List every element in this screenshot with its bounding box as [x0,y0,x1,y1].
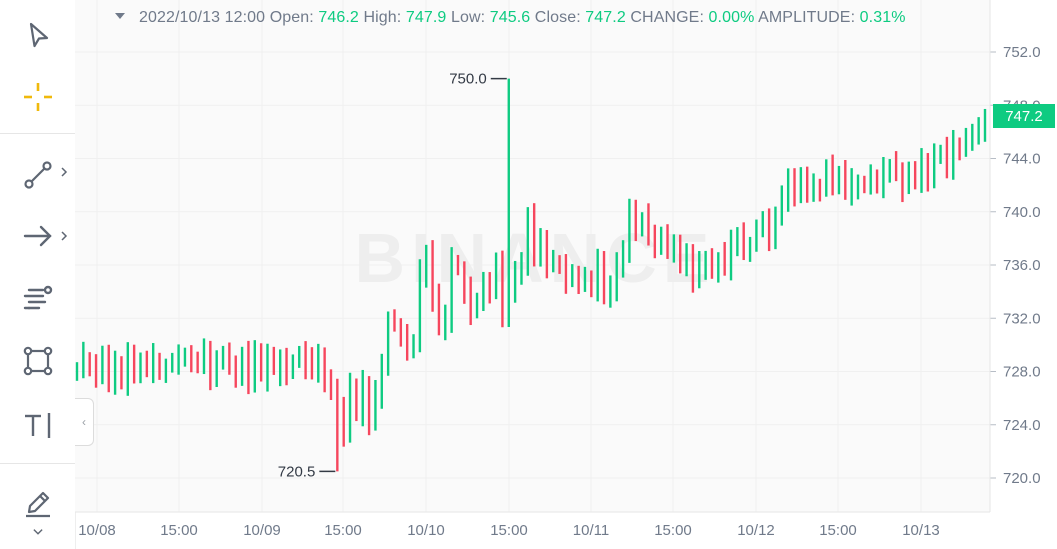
amplitude-value: 0.31% [859,9,906,26]
low-label: Low: [450,9,486,26]
fib-icon [23,285,52,310]
open-label: Open: [269,9,314,26]
crosshair-icon [23,83,52,111]
x-tick-label: 10/13 [902,522,940,539]
high-label: High: [363,9,402,26]
chevron-right-icon[interactable] [58,230,70,242]
x-tick-label: 15:00 [819,522,857,539]
y-tick-label: 724.0 [1003,417,1041,434]
brush-tool[interactable] [0,478,75,528]
fib-tool[interactable] [0,273,75,323]
x-tick-label: 10/11 [573,522,609,539]
collapse-toolbar-button[interactable]: ‹ [75,398,94,446]
y-tick-label: 720.0 [1003,470,1041,487]
toolbar-divider [0,133,75,134]
change-label: CHANGE: [630,9,704,26]
ohlc-legend: 2022/10/13 12:00 Open: 746.2 High: 747.9… [115,9,906,27]
low-value: 745.6 [489,9,531,26]
y-tick-label: 728.0 [1003,364,1041,381]
close-value: 747.2 [585,9,626,26]
legend-toggle-icon[interactable] [115,12,125,19]
x-tick-label: 10/08 [78,522,116,539]
trend-line-tool[interactable] [0,150,75,200]
x-tick-label: 15:00 [324,522,362,539]
chevron-right-icon[interactable] [58,166,70,178]
chevron-down-icon [32,529,43,535]
toolbar-divider [0,463,75,464]
close-label: Close: [534,9,581,26]
y-tick-label: 736.0 [1003,257,1041,274]
x-tick-label: 15:00 [490,522,528,539]
arrow-icon [23,225,52,247]
amplitude-label: AMPLITUDE: [758,9,856,26]
drawing-toolbar [0,0,76,549]
cursor-tool[interactable] [0,10,75,60]
y-tick-label: 732.0 [1003,310,1041,327]
trend-line-icon [23,161,52,189]
brush-icon [25,491,50,518]
current-price-tag: 747.2 [993,104,1055,128]
high-value: 747.9 [405,9,447,26]
low-marker-label: 720.5 [278,463,316,480]
rectangle-icon [23,346,52,376]
cursor-icon [29,22,48,48]
text-tool[interactable] [0,400,75,450]
x-tick-label: 10/09 [243,522,281,539]
x-tick-label: 15:00 [654,522,692,539]
price-chart[interactable]: 752.0748.0744.0740.0736.0732.0728.0724.0… [75,0,1057,549]
x-tick-label: 10/10 [407,522,445,539]
rectangle-tool[interactable] [0,336,75,386]
arrow-tool[interactable] [0,211,75,261]
binance-watermark: BINANCE [355,219,716,297]
x-tick-label: 10/12 [737,522,775,539]
chart-area[interactable]: 752.0748.0744.0740.0736.0732.0728.0724.0… [75,0,1057,549]
y-tick-label: 740.0 [1003,204,1041,221]
chevron-left-icon: ‹ [82,415,86,429]
text-icon [24,413,50,438]
crosshair-tool[interactable] [0,72,75,122]
open-value: 746.2 [318,9,359,26]
legend-datetime: 2022/10/13 12:00 [139,9,266,26]
y-tick-label: 744.0 [1003,151,1041,168]
change-value: 0.00% [708,9,755,26]
y-tick-label: 752.0 [1003,44,1041,61]
toolbar-scroll-down[interactable] [0,515,75,549]
high-marker-label: 750.0 [449,71,487,88]
x-tick-label: 15:00 [160,522,198,539]
